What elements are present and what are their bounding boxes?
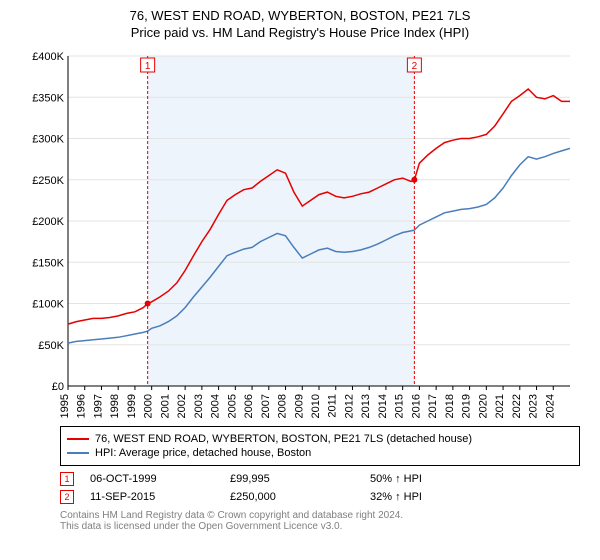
legend-label-hpi: HPI: Average price, detached house, Bost… (95, 447, 311, 459)
svg-text:£200K: £200K (32, 216, 64, 228)
svg-text:£250K: £250K (32, 175, 64, 187)
marker-row-1: 1 06-OCT-1999 £99,995 50% ↑ HPI (60, 472, 580, 486)
price-chart: £0 £50K £100K £150K £200K £250K £300K £350K £400… (20, 50, 580, 420)
title-line-2: Price paid vs. HM Land Registry's House … (0, 25, 600, 40)
svg-text:1998: 1998 (109, 394, 121, 418)
svg-text:1995: 1995 (59, 394, 71, 418)
legend-row-price-paid: 76, WEST END ROAD, WYBERTON, BOSTON, PE2… (67, 433, 573, 445)
svg-text:2008: 2008 (277, 394, 289, 418)
attribution-line-1: Contains HM Land Registry data © Crown c… (60, 510, 580, 521)
legend-label-price-paid: 76, WEST END ROAD, WYBERTON, BOSTON, PE2… (95, 433, 472, 445)
svg-text:2: 2 (412, 61, 418, 72)
attribution-line-2: This data is licensed under the Open Gov… (60, 521, 580, 532)
svg-text:£400K: £400K (32, 51, 64, 63)
svg-text:£350K: £350K (32, 92, 64, 104)
svg-text:2007: 2007 (260, 394, 272, 418)
svg-text:2011: 2011 (327, 394, 339, 418)
title-line-1: 76, WEST END ROAD, WYBERTON, BOSTON, PE2… (0, 8, 600, 23)
svg-text:2019: 2019 (461, 394, 473, 418)
attribution-block: Contains HM Land Registry data © Crown c… (60, 510, 580, 532)
svg-text:2001: 2001 (159, 394, 171, 418)
marker-badge-2: 2 (60, 490, 74, 504)
svg-text:2012: 2012 (343, 394, 355, 418)
svg-text:£50K: £50K (38, 340, 64, 352)
legend-row-hpi: HPI: Average price, detached house, Bost… (67, 447, 573, 459)
svg-text:2021: 2021 (494, 394, 506, 418)
chart-title-block: 76, WEST END ROAD, WYBERTON, BOSTON, PE2… (0, 0, 600, 40)
svg-text:2017: 2017 (427, 394, 439, 418)
svg-text:1997: 1997 (92, 394, 104, 418)
svg-text:2004: 2004 (210, 394, 222, 418)
svg-text:2023: 2023 (528, 394, 540, 418)
svg-text:2015: 2015 (394, 394, 406, 418)
svg-text:£300K: £300K (32, 134, 64, 146)
svg-text:£150K: £150K (32, 257, 64, 269)
svg-text:1999: 1999 (126, 394, 138, 418)
svg-text:2005: 2005 (226, 394, 238, 418)
svg-text:2016: 2016 (410, 394, 422, 418)
marker-price-2: £250,000 (230, 491, 370, 503)
marker-price-1: £99,995 (230, 473, 370, 485)
svg-text:2024: 2024 (544, 394, 556, 418)
svg-text:2000: 2000 (143, 394, 155, 418)
marker-badge-1: 1 (60, 472, 74, 486)
svg-text:1: 1 (145, 61, 151, 72)
svg-text:£100K: £100K (32, 299, 64, 311)
svg-text:2002: 2002 (176, 394, 188, 418)
svg-text:2020: 2020 (477, 394, 489, 418)
svg-text:2006: 2006 (243, 394, 255, 418)
svg-text:£0: £0 (52, 381, 64, 393)
svg-text:2013: 2013 (360, 394, 372, 418)
marker-pct-1: 50% ↑ HPI (370, 473, 510, 485)
svg-text:2003: 2003 (193, 394, 205, 418)
marker-legend: 1 06-OCT-1999 £99,995 50% ↑ HPI 2 11-SEP… (60, 472, 580, 504)
legend-box: 76, WEST END ROAD, WYBERTON, BOSTON, PE2… (60, 426, 580, 466)
marker-date-1: 06-OCT-1999 (90, 473, 230, 485)
marker-pct-2: 32% ↑ HPI (370, 491, 510, 503)
legend-swatch-price-paid (67, 438, 89, 440)
svg-text:1996: 1996 (76, 394, 88, 418)
svg-text:2022: 2022 (511, 394, 523, 418)
marker-row-2: 2 11-SEP-2015 £250,000 32% ↑ HPI (60, 490, 580, 504)
svg-text:2014: 2014 (377, 394, 389, 418)
chart-container: £0 £50K £100K £150K £200K £250K £300K £350K £400… (20, 50, 580, 420)
legend-swatch-hpi (67, 452, 89, 454)
svg-text:2010: 2010 (310, 394, 322, 418)
marker-date-2: 11-SEP-2015 (90, 491, 230, 503)
svg-text:2018: 2018 (444, 394, 456, 418)
svg-text:2009: 2009 (293, 394, 305, 418)
